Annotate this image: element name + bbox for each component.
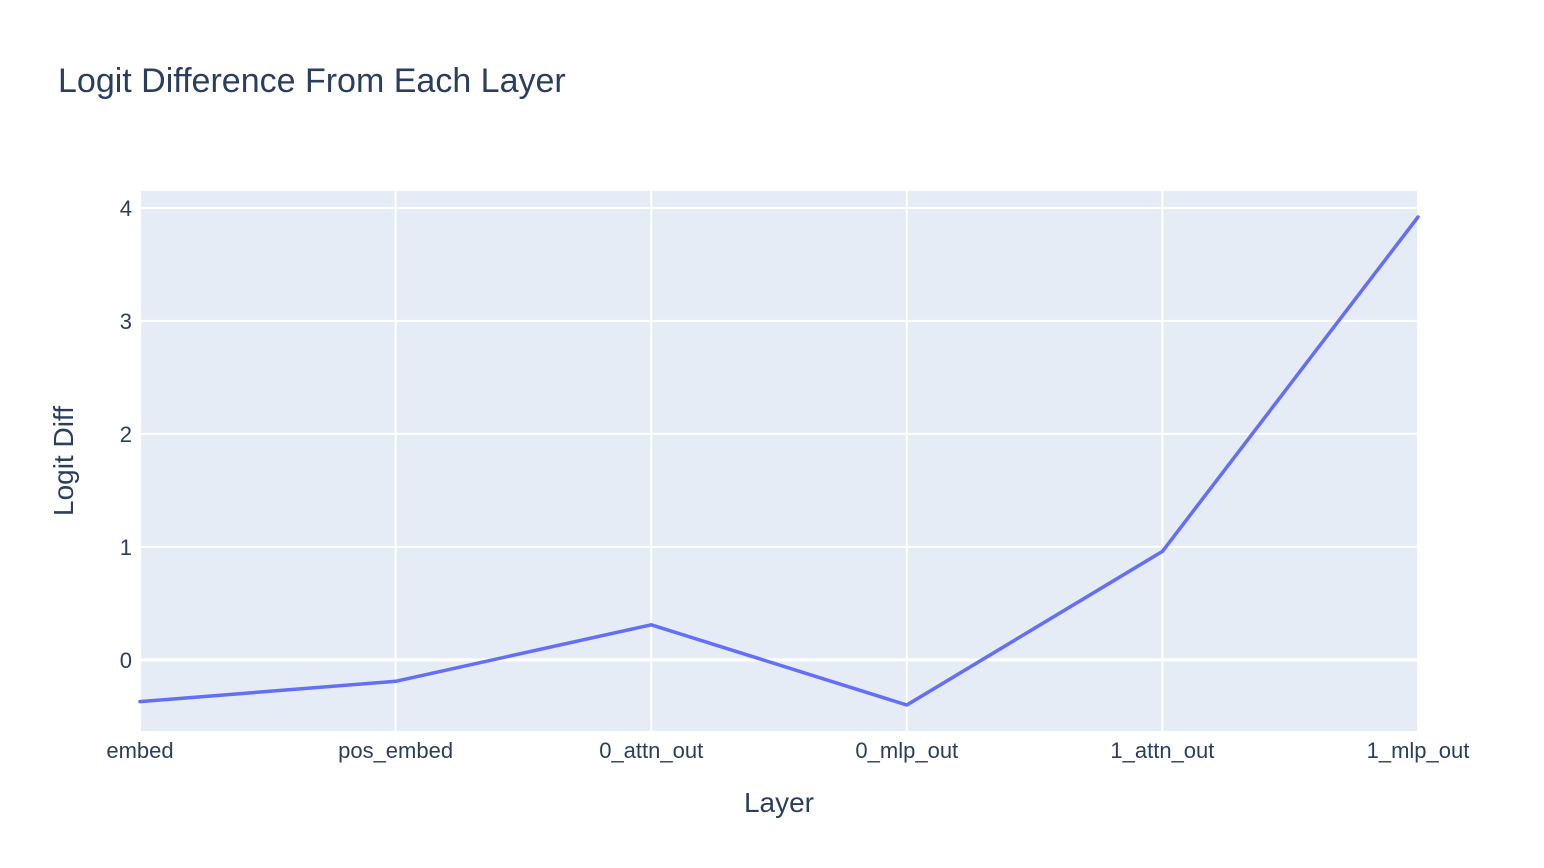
grid-lines bbox=[139, 191, 1419, 731]
chart-title: Logit Difference From Each Layer bbox=[58, 62, 566, 100]
x-tick-label: embed bbox=[106, 738, 173, 763]
y-tick-label: 1 bbox=[120, 535, 132, 560]
y-axis-ticks: 0 1 2 3 4 bbox=[120, 196, 132, 673]
x-tick-label: 1_mlp_out bbox=[1367, 738, 1470, 763]
series-line bbox=[138, 215, 1420, 707]
y-tick-label: 2 bbox=[120, 422, 132, 447]
y-tick-label: 0 bbox=[120, 648, 132, 673]
y-tick-label: 3 bbox=[120, 309, 132, 334]
y-tick-label: 4 bbox=[120, 196, 132, 221]
x-tick-label: 1_attn_out bbox=[1110, 738, 1214, 763]
x-tick-label: 0_mlp_out bbox=[855, 738, 958, 763]
y-axis-title: Logit Diff bbox=[48, 406, 79, 516]
x-axis-title: Layer bbox=[744, 787, 814, 818]
x-tick-label: 0_attn_out bbox=[599, 738, 703, 763]
x-tick-label: pos_embed bbox=[338, 738, 453, 763]
x-axis-ticks: embed pos_embed 0_attn_out 0_mlp_out 1_attn_… bbox=[106, 738, 1469, 763]
series-layer bbox=[138, 215, 1420, 707]
plot-area bbox=[140, 191, 1418, 731]
